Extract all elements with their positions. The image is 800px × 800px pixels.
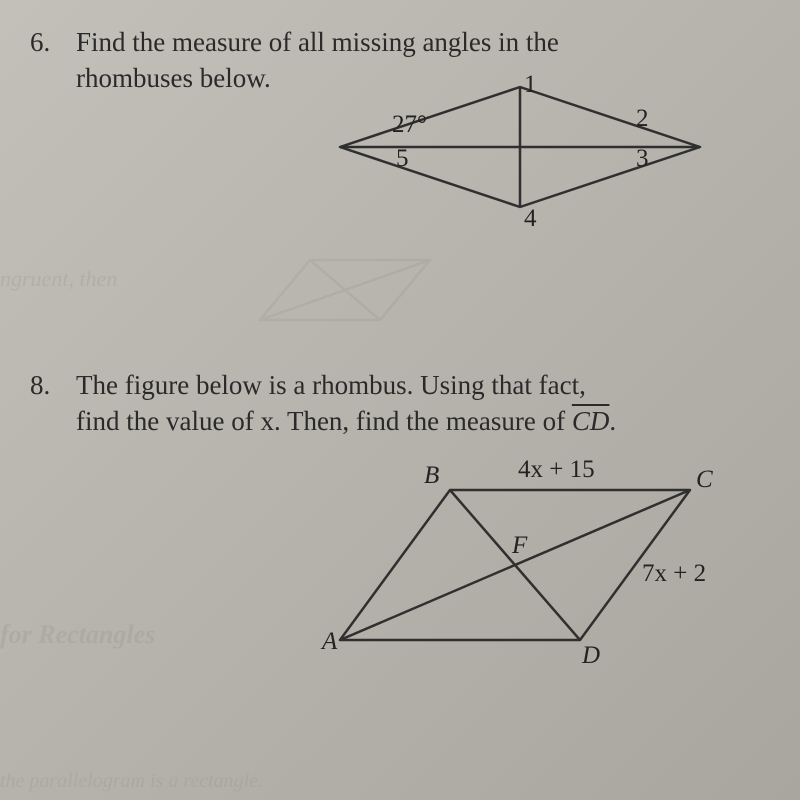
problem-6: 6. Find the measure of all missing angle… — [30, 24, 770, 237]
problem-8-prompt: 8. The figure below is a rhombus. Using … — [30, 367, 770, 440]
bleed-text: ngruent, then — [0, 266, 117, 292]
problem-6-line1: Find the measure of all missing angles i… — [76, 24, 770, 60]
center-f: F — [512, 532, 527, 560]
vertex-b: B — [424, 462, 439, 490]
vertex-d: D — [582, 642, 600, 670]
problem-6-number: 6. — [30, 24, 58, 97]
angle-3: 3 — [636, 145, 649, 173]
problem-6-diagram: 27° 1 2 3 4 5 — [320, 67, 720, 237]
rhombus-svg — [320, 67, 720, 237]
problem-8: 8. The figure below is a rhombus. Using … — [30, 367, 770, 680]
problem-8-line1: The figure below is a rhombus. Using tha… — [76, 367, 770, 403]
angle-2: 2 — [636, 105, 649, 133]
segment-cd: CD — [572, 406, 610, 436]
angle-27: 27° — [392, 111, 427, 139]
vertex-a: A — [322, 628, 337, 656]
vertex-c: C — [696, 466, 713, 494]
problem-8-number: 8. — [30, 367, 58, 440]
angle-4: 4 — [524, 205, 537, 233]
problem-8-diagram: A B C D F 4x + 15 7x + 2 — [320, 460, 740, 680]
bleed-shape — [250, 250, 440, 340]
bleed-text: the parallelogram is a rectangle. — [0, 770, 263, 793]
angle-1: 1 — [524, 71, 537, 99]
angle-5: 5 — [396, 145, 409, 173]
problem-8-line2: find the value of x. Then, find the meas… — [76, 403, 770, 439]
side-cd-label: 7x + 2 — [642, 560, 706, 588]
side-bc-label: 4x + 15 — [518, 456, 595, 484]
